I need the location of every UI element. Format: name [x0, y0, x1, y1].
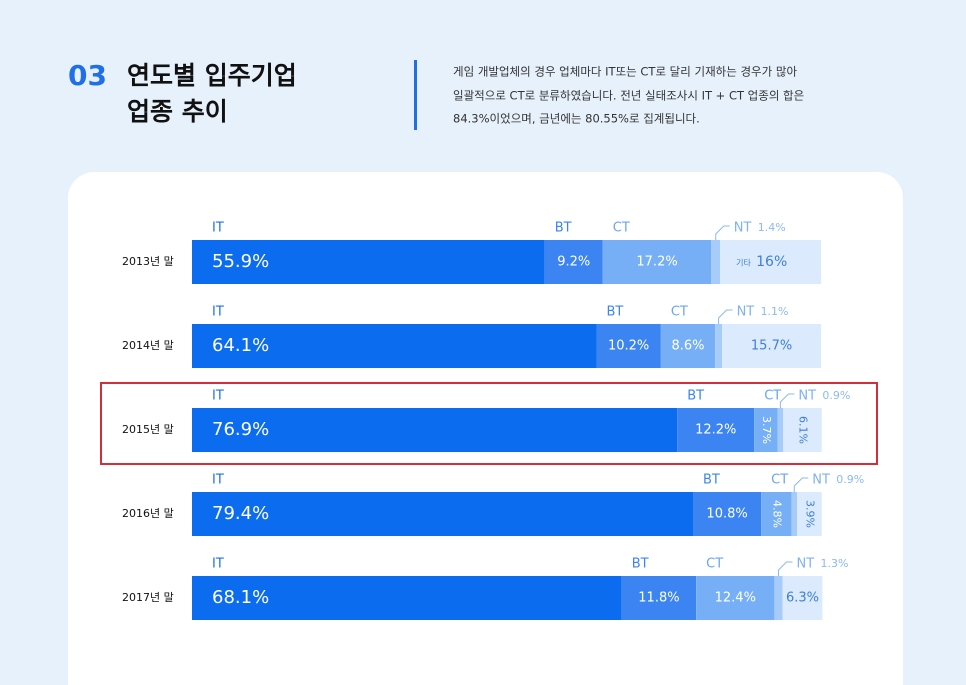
bar-segment	[761, 492, 792, 536]
bar-segment	[782, 576, 823, 620]
category-label: 2014년 말	[122, 339, 174, 352]
series-label: BT	[555, 221, 572, 236]
series-label: CT	[706, 557, 723, 572]
leader-line	[778, 561, 793, 576]
value-label: 10.2%	[608, 339, 649, 354]
value-label: 8.6%	[671, 339, 704, 354]
title-line: 업종 추이	[127, 97, 228, 126]
series-label: NT	[734, 221, 752, 236]
divider	[414, 60, 417, 130]
series-label: IT	[212, 389, 224, 404]
bar-segment	[602, 240, 712, 284]
bar-segment	[791, 492, 798, 536]
bar-segment	[192, 408, 678, 452]
category-label: 2013년 말	[122, 255, 174, 268]
bar-segment	[192, 492, 694, 536]
value-label: 10.8%	[706, 507, 747, 522]
value-label: 0.9%	[836, 473, 864, 486]
category-label: 2015년 말	[122, 423, 174, 436]
bar-segment	[544, 240, 603, 284]
series-label: IT	[212, 557, 224, 572]
leader-line	[718, 309, 733, 324]
value-label: 68.1%	[212, 587, 269, 608]
value-label: 6.1%	[796, 416, 809, 444]
value-label: 16%	[756, 254, 787, 270]
highlight-box	[100, 382, 878, 465]
value-label: 55.9%	[212, 251, 269, 272]
bar-segment	[711, 240, 721, 284]
bar-segment	[192, 240, 545, 284]
series-label: IT	[212, 221, 224, 236]
series-label: CT	[613, 221, 630, 236]
series-label: BT	[606, 305, 623, 320]
description-line: 일괄적으로 CT로 분류하였습니다. 전년 실태조사시 IT + CT 업종의 …	[453, 89, 804, 103]
bar-segment	[696, 576, 775, 620]
bar-segment	[797, 492, 822, 536]
series-label: NT	[798, 389, 816, 404]
value-label: 17.2%	[636, 255, 677, 270]
bar-segment	[677, 408, 755, 452]
value-label: 1.4%	[758, 221, 786, 234]
description-line: 84.3%이었으며, 금년에는 80.55%로 집계됩니다.	[453, 112, 700, 126]
value-label: 3.7%	[760, 416, 773, 444]
series-label: BT	[632, 557, 649, 572]
value-label: 1.3%	[821, 557, 849, 570]
section-number: 03	[68, 59, 107, 92]
title-line: 연도별 입주기업	[127, 61, 297, 90]
series-label: 기타	[736, 259, 751, 268]
bar-segment	[660, 324, 716, 368]
series-label: CT	[764, 389, 781, 404]
bar-segment	[192, 576, 622, 620]
bar-segment	[621, 576, 697, 620]
value-label: 9.2%	[557, 255, 590, 270]
value-label: 11.8%	[638, 591, 679, 606]
description-line: 게임 개발업체의 경우 업체마다 IT또는 CT로 달리 기재하는 경우가 많아	[453, 65, 797, 79]
bar-segment	[774, 576, 783, 620]
value-label: 0.9%	[822, 389, 850, 402]
bar-segment	[715, 324, 723, 368]
bar-segment	[596, 324, 661, 368]
series-label: IT	[212, 473, 224, 488]
series-label: IT	[212, 305, 224, 320]
series-label: NT	[797, 557, 815, 572]
leader-line	[779, 393, 795, 408]
series-label: BT	[703, 473, 720, 488]
series-label: BT	[687, 389, 704, 404]
leader-line	[793, 477, 809, 492]
value-label: 76.9%	[212, 419, 269, 440]
bar-segment	[192, 324, 597, 368]
bar-segment	[783, 408, 822, 452]
value-label: 4.8%	[770, 500, 783, 528]
value-label: 12.2%	[695, 423, 736, 438]
bar-segment	[720, 240, 822, 284]
category-label: 2016년 말	[122, 507, 174, 520]
leader-line	[715, 225, 730, 240]
bar-segment	[722, 324, 822, 368]
value-label: 12.4%	[715, 591, 756, 606]
value-label: 3.9%	[803, 500, 816, 528]
category-label: 2017년 말	[122, 591, 174, 604]
value-label: 1.1%	[761, 305, 789, 318]
value-label: 15.7%	[751, 339, 792, 354]
bar-segment	[777, 408, 784, 452]
bar-segment	[693, 492, 762, 536]
bar-segment	[754, 408, 778, 452]
series-label: CT	[671, 305, 688, 320]
series-label: NT	[812, 473, 830, 488]
value-label: 79.4%	[212, 503, 269, 524]
value-label: 64.1%	[212, 335, 269, 356]
value-label: 6.3%	[786, 591, 819, 606]
series-label: CT	[771, 473, 788, 488]
series-label: NT	[737, 305, 755, 320]
